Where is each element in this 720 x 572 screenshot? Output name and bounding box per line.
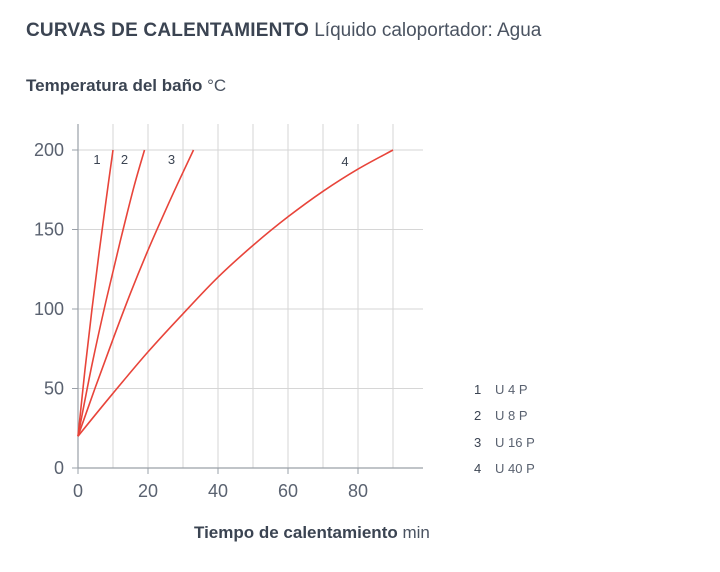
x-tick-label: 80 [348,481,368,501]
curve-label-4: 4 [341,154,348,169]
legend-number: 2 [474,408,482,424]
grid-lines [78,124,423,468]
curve-label-3: 3 [168,152,175,167]
legend-item: 4 U 40 P [474,456,535,483]
x-axis-title: Tiempo de calentamiento min [194,523,430,543]
x-tick-label: 20 [138,481,158,501]
curve-labels: 1 2 3 4 [93,152,348,169]
legend-item: 1 U 4 P [474,376,535,403]
chart-subtitle: Líquido caloportador: Agua [314,20,542,41]
curve-label-1: 1 [93,152,100,167]
legend-label: U 4 P [495,381,528,397]
series-line-2 [77,149,146,437]
legend-label: U 40 P [495,461,535,477]
y-tick-label: 150 [34,220,64,240]
x-axis-label: Tiempo de calentamiento [194,523,398,542]
y-axis-label: Temperatura del baño [26,76,203,95]
chart-title-bold: CURVAS DE CALENTAMIENTO [26,20,309,41]
series-line-4 [77,149,394,437]
legend-number: 4 [474,461,482,477]
legend-label: U 16 P [495,434,535,450]
y-tick-label: 100 [34,299,64,319]
x-tick-label: 60 [278,481,298,501]
curve-label-2: 2 [121,152,128,167]
x-axis-unit: min [402,523,430,542]
x-tick-label: 40 [208,481,228,501]
series-lines [77,149,394,437]
series-line-3 [77,149,195,437]
tick-labels: 0 50 100 150 200 0 20 40 60 80 [34,140,368,501]
x-tick-label: 0 [73,481,83,501]
legend: 1 U 4 P 2 U 8 P 3 U 16 P 4 U 40 P [474,376,535,482]
legend-item: 2 U 8 P [474,403,535,430]
axes [72,124,423,474]
y-tick-label: 50 [44,379,64,399]
y-tick-label: 200 [34,140,64,160]
y-axis-unit: °C [207,76,227,95]
legend-number: 3 [474,434,482,450]
series-line-1 [77,149,114,437]
y-tick-label: 0 [54,458,64,478]
legend-item: 3 U 16 P [474,429,535,456]
legend-number: 1 [474,381,482,397]
y-axis-title: Temperatura del baño °C [26,76,226,96]
legend-label: U 8 P [495,408,528,424]
chart-title: CURVAS DE CALENTAMIENTO Líquido caloport… [26,20,541,42]
